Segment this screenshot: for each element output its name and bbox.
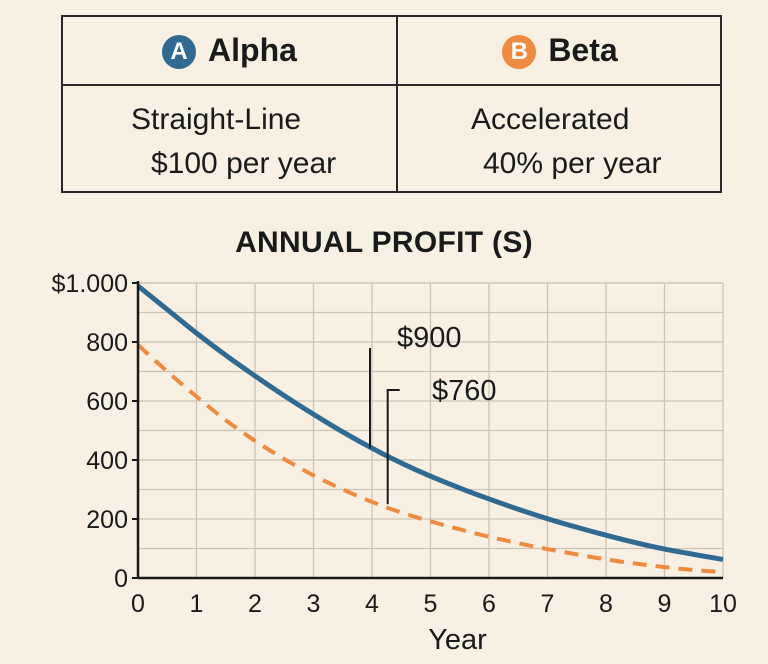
beta-rate: 40% per year bbox=[483, 147, 662, 180]
x-tick-label: 5 bbox=[424, 590, 438, 618]
alpha-method: Straight-Line bbox=[131, 103, 302, 136]
y-tick-label: 0 bbox=[114, 565, 128, 593]
annotation-leader-beta bbox=[386, 389, 400, 505]
x-tick-label: 2 bbox=[248, 590, 262, 618]
annotation-label-beta: $760 bbox=[432, 375, 497, 407]
y-tick-label: $1.000 bbox=[52, 270, 128, 298]
beta-method: Accelerated bbox=[471, 103, 630, 136]
y-tick-label: 600 bbox=[86, 388, 128, 416]
x-tick-label: 8 bbox=[599, 590, 613, 618]
y-tick-label: 200 bbox=[86, 506, 128, 534]
y-tick-label: 400 bbox=[86, 447, 128, 475]
table-column-divider bbox=[396, 17, 398, 191]
x-tick-label: 6 bbox=[482, 590, 496, 618]
comparison-table: A Alpha B Beta Straight-Line $100 per ye… bbox=[61, 15, 722, 193]
chart-title: ANNUAL PROFIT (S) bbox=[235, 226, 533, 259]
x-tick-label: 0 bbox=[131, 590, 145, 618]
alpha-details-cell: Straight-Line $100 per year bbox=[63, 86, 396, 193]
alpha-rate: $100 per year bbox=[151, 147, 337, 180]
beta-header: B Beta bbox=[398, 17, 722, 84]
x-tick-label: 10 bbox=[709, 590, 737, 618]
series-line-alpha bbox=[136, 284, 724, 562]
x-tick-label: 7 bbox=[541, 590, 555, 618]
alpha-name: Alpha bbox=[208, 32, 297, 68]
alpha-badge-icon: A bbox=[162, 34, 197, 69]
table-row-divider bbox=[63, 84, 720, 86]
series-line-beta bbox=[136, 343, 724, 575]
beta-badge-icon: B bbox=[502, 34, 537, 69]
x-tick-label: 3 bbox=[307, 590, 321, 618]
x-tick-label: 1 bbox=[190, 590, 204, 618]
x-tick-label: 4 bbox=[365, 590, 379, 618]
beta-details-cell: Accelerated 40% per year bbox=[398, 86, 722, 193]
beta-name: Beta bbox=[548, 32, 618, 68]
x-axis-label: Year bbox=[428, 624, 487, 656]
alpha-header: A Alpha bbox=[63, 17, 396, 84]
annotation-label-alpha: $900 bbox=[397, 322, 462, 354]
y-tick-label: 800 bbox=[86, 329, 128, 357]
x-tick-label: 9 bbox=[658, 590, 672, 618]
